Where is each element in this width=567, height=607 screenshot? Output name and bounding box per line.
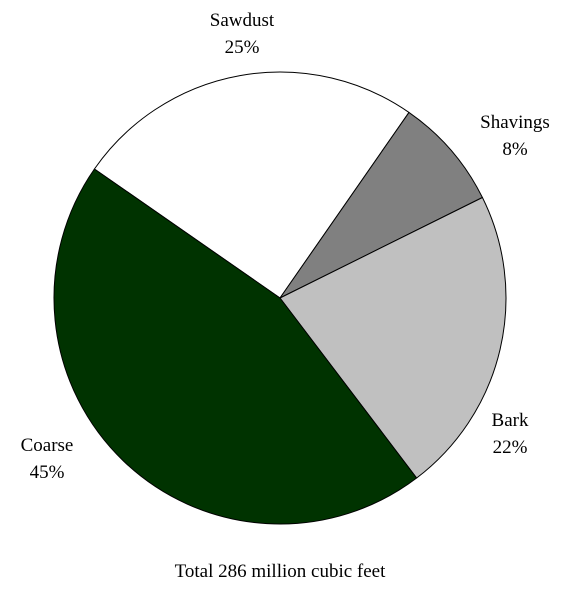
slice-name-bark: Bark <box>492 410 529 431</box>
slice-label-shavings: Shavings 8% <box>480 112 550 160</box>
pie-slices <box>53 71 507 525</box>
pie-slice-shavings <box>279 111 483 299</box>
slice-labels: Sawdust 25% Shavings 8% Bark 22% Coarse 45% <box>21 10 550 483</box>
slice-value-coarse: 45% <box>30 462 65 483</box>
slice-label-coarse: Coarse 45% <box>21 435 74 483</box>
slice-value-shavings: 8% <box>502 139 528 160</box>
chart-footer-note: Total 286 million cubic feet <box>175 561 387 582</box>
pie-slice-sawdust <box>93 71 410 299</box>
slice-value-sawdust: 25% <box>225 37 260 58</box>
slice-name-shavings: Shavings <box>480 112 550 133</box>
slice-value-bark: 22% <box>493 437 528 458</box>
slice-name-sawdust: Sawdust <box>210 10 275 31</box>
pie-slice-coarse <box>53 168 418 525</box>
slice-label-bark: Bark 22% <box>492 410 529 458</box>
slice-name-coarse: Coarse <box>21 435 74 456</box>
pie-slice-bark <box>279 197 507 479</box>
slice-label-sawdust: Sawdust 25% <box>210 10 275 58</box>
